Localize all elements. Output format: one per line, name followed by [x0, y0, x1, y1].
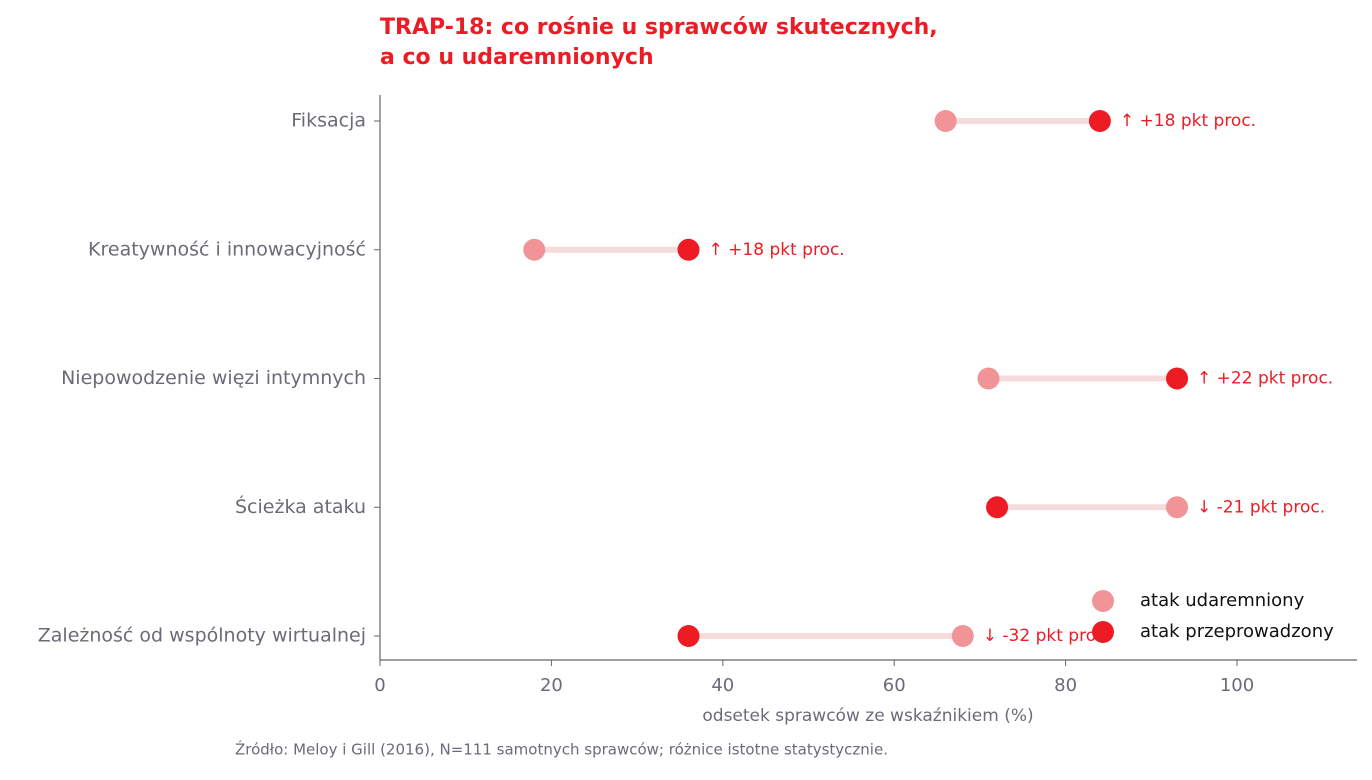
chart-title: TRAP-18: co rośnie u sprawców skutecznyc… [380, 15, 938, 40]
x-tick-label: 100 [1220, 675, 1254, 696]
dot [677, 625, 700, 647]
dot [986, 496, 1009, 519]
x-tick-label: 80 [1054, 675, 1077, 696]
dot [951, 625, 974, 647]
y-tick-label: Ścieżka ataku [235, 494, 366, 518]
x-tick-label: 20 [540, 675, 563, 696]
x-tick-label: 60 [883, 675, 906, 696]
y-tick-label: Kreatywność i innowacyjność [88, 238, 366, 260]
y-tick-label: Niepowodzenie więzi intymnych [61, 367, 366, 389]
x-axis-label: odsetek sprawców ze wskaźnikiem (%) [702, 706, 1033, 726]
dot [977, 367, 1000, 390]
dot [1166, 496, 1189, 519]
x-tick-label: 0 [374, 675, 385, 696]
legend-label: atak przeprowadzony [1140, 621, 1334, 642]
dot [523, 238, 546, 261]
dot [934, 110, 957, 132]
y-tick-label: Zależność od wspólnoty wirtualnej [38, 625, 366, 647]
legend-label: atak udaremniony [1140, 590, 1305, 611]
y-tick-label: Fiksacja [291, 110, 366, 132]
dot [1166, 367, 1189, 390]
legend-marker [1092, 590, 1114, 612]
x-tick-label: 40 [711, 675, 734, 696]
annotation: ↓ -21 pkt proc. [1197, 497, 1325, 517]
annotation: ↑ +18 pkt proc. [1120, 111, 1256, 131]
dot [677, 238, 700, 261]
legend-marker [1092, 621, 1114, 643]
chart-title: a co u udaremnionych [380, 45, 654, 70]
annotation: ↓ -32 pkt proc. [983, 626, 1111, 646]
annotation: ↑ +18 pkt proc. [709, 240, 845, 260]
dot [1088, 110, 1111, 132]
source-note: Źródło: Meloy i Gill (2016), N=111 samot… [235, 740, 888, 759]
annotation: ↑ +22 pkt proc. [1197, 369, 1333, 389]
